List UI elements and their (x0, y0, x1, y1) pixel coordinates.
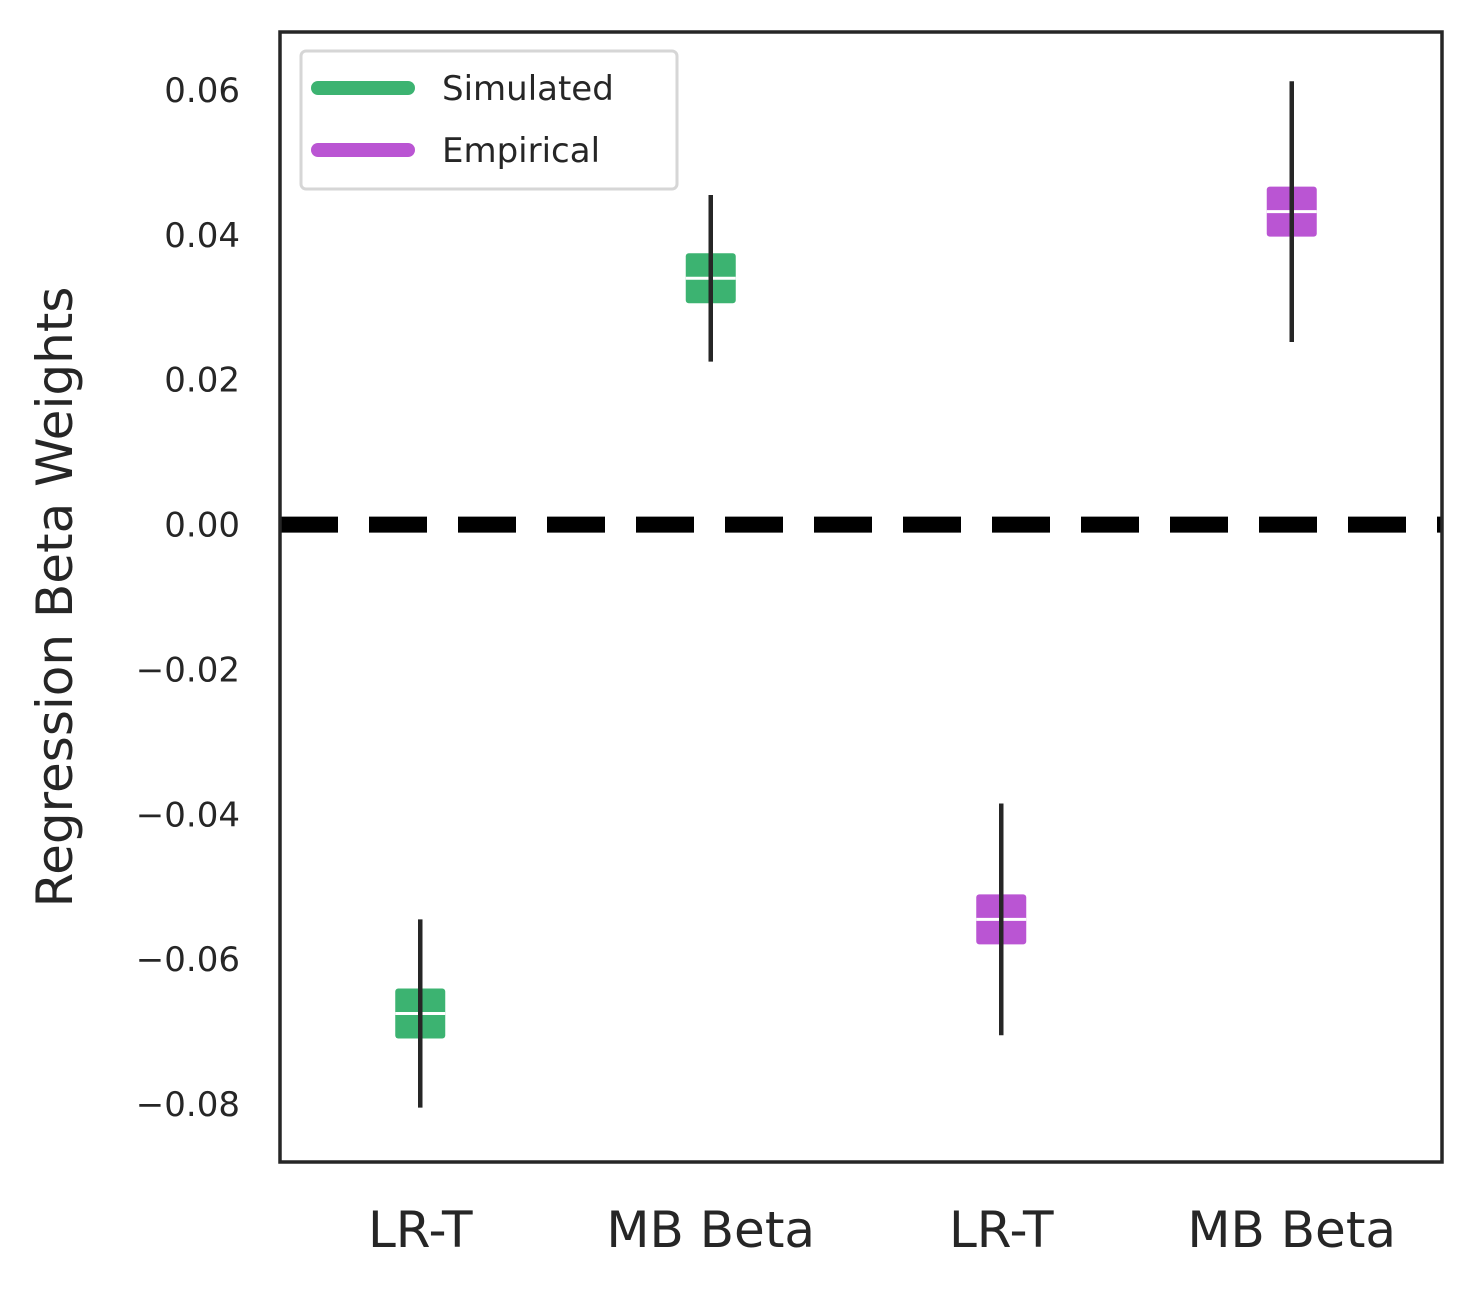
y-axis-ticks: 0.06 0.04 0.02 0.00 −0.02 −0.04 −0.06 −0.08 (136, 71, 240, 1125)
legend: Simulated Empirical (299, 49, 679, 191)
y-tick-label: −0.02 (136, 650, 240, 690)
x-tick-label: LR-T (949, 1201, 1054, 1259)
y-tick-label: −0.04 (136, 795, 240, 835)
y-tick-label: −0.08 (136, 1085, 240, 1125)
x-tick-label: MB Beta (606, 1201, 815, 1259)
legend-label: Empirical (442, 131, 600, 171)
y-axis-label: Regression Beta Weights (26, 287, 84, 908)
y-tick-label: −0.06 (136, 940, 240, 980)
legend-label: Simulated (442, 69, 614, 109)
x-tick-label: MB Beta (1187, 1201, 1396, 1259)
y-tick-label: 0.06 (164, 71, 240, 111)
y-tick-label: 0.04 (164, 216, 240, 256)
x-axis-ticks: LR-T MB Beta LR-T MB Beta (368, 1201, 1396, 1259)
y-tick-label: 0.00 (164, 506, 240, 546)
y-tick-label: 0.02 (164, 361, 240, 401)
x-tick-label: LR-T (368, 1201, 473, 1259)
plot-area (278, 30, 1444, 1164)
plot-frame (278, 30, 1444, 1164)
